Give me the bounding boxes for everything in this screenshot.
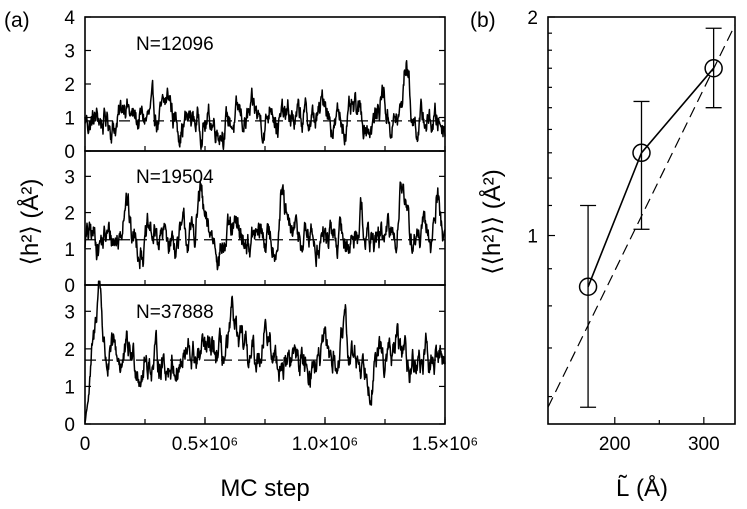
- y-tick-label: 3: [64, 167, 75, 188]
- x-tick-label: 0: [80, 434, 91, 455]
- x-tick-label: 1.0×10⁶: [292, 434, 358, 455]
- y-tick-label: 1: [64, 377, 75, 398]
- y-tick-label: 2: [64, 75, 75, 96]
- solid-connecting-line: [587, 67, 715, 288]
- plot-area-b: [547, 24, 736, 408]
- data-point: [632, 143, 651, 163]
- series-trace: [84, 181, 446, 271]
- data-point: [578, 277, 598, 297]
- x-tick-label: 200: [599, 434, 631, 455]
- y-tick-label: 1: [64, 109, 75, 130]
- series-label-n37888: N=37888: [136, 302, 214, 323]
- y-tick-label: 0: [64, 415, 75, 436]
- panel-a-label: (a): [4, 9, 30, 32]
- y-tick-label: 2: [527, 8, 538, 29]
- x-tick-label: 300: [688, 434, 720, 455]
- series-label-n12096: N=12096: [136, 34, 214, 55]
- panel-b-label: (b): [470, 9, 496, 32]
- series-label-n19504: N=19504: [136, 167, 214, 188]
- subplot-n12096: N=12096 0 1 2 3 4: [64, 8, 446, 163]
- plot-frame-b: [547, 16, 736, 425]
- y-tick-label: 1: [64, 240, 75, 261]
- y-tick-label: 3: [64, 302, 75, 323]
- panel-b: (b) 200 300 1 2 L̃ (Å) ⟨⟨h²⟩⟩ (Å²): [470, 8, 736, 502]
- y-axis-title-a: ⟨h²⟩ (Å²): [16, 179, 44, 266]
- subplot-n19504: N=19504 0 1 2 3: [64, 150, 446, 297]
- x-axis-ticks-a: 0 0.5×10⁶ 1.0×10⁶ 1.5×10⁶: [80, 417, 478, 455]
- y-tick-label: 4: [64, 8, 75, 29]
- x-axis-title-a: MC step: [220, 475, 309, 502]
- data-point: [704, 58, 723, 78]
- y-tick-label: 3: [64, 42, 75, 63]
- subplot-n37888: N=37888 0 1 2 3: [64, 280, 446, 436]
- y-tick-label: 0: [64, 276, 75, 297]
- y-tick-label: 2: [64, 204, 75, 225]
- axis-ticks-b: 200 300 1 2: [527, 8, 719, 455]
- series-trace: [84, 59, 446, 151]
- y-axis-title-b: ⟨⟨h²⟩⟩ (Å²): [478, 169, 506, 274]
- x-tick-label: 0.5×10⁶: [172, 434, 238, 455]
- y-tick-label: 1: [527, 227, 538, 248]
- panel-a: (a) N=12096 0 1 2 3 4 N=19504 0 1 2 3 N=37888 0…: [4, 8, 478, 502]
- y-tick-label: 2: [64, 340, 75, 361]
- y-tick-label: 0: [64, 142, 75, 163]
- x-axis-title-b: L̃ (Å): [616, 474, 668, 502]
- x-tick-label: 1.5×10⁶: [412, 434, 478, 455]
